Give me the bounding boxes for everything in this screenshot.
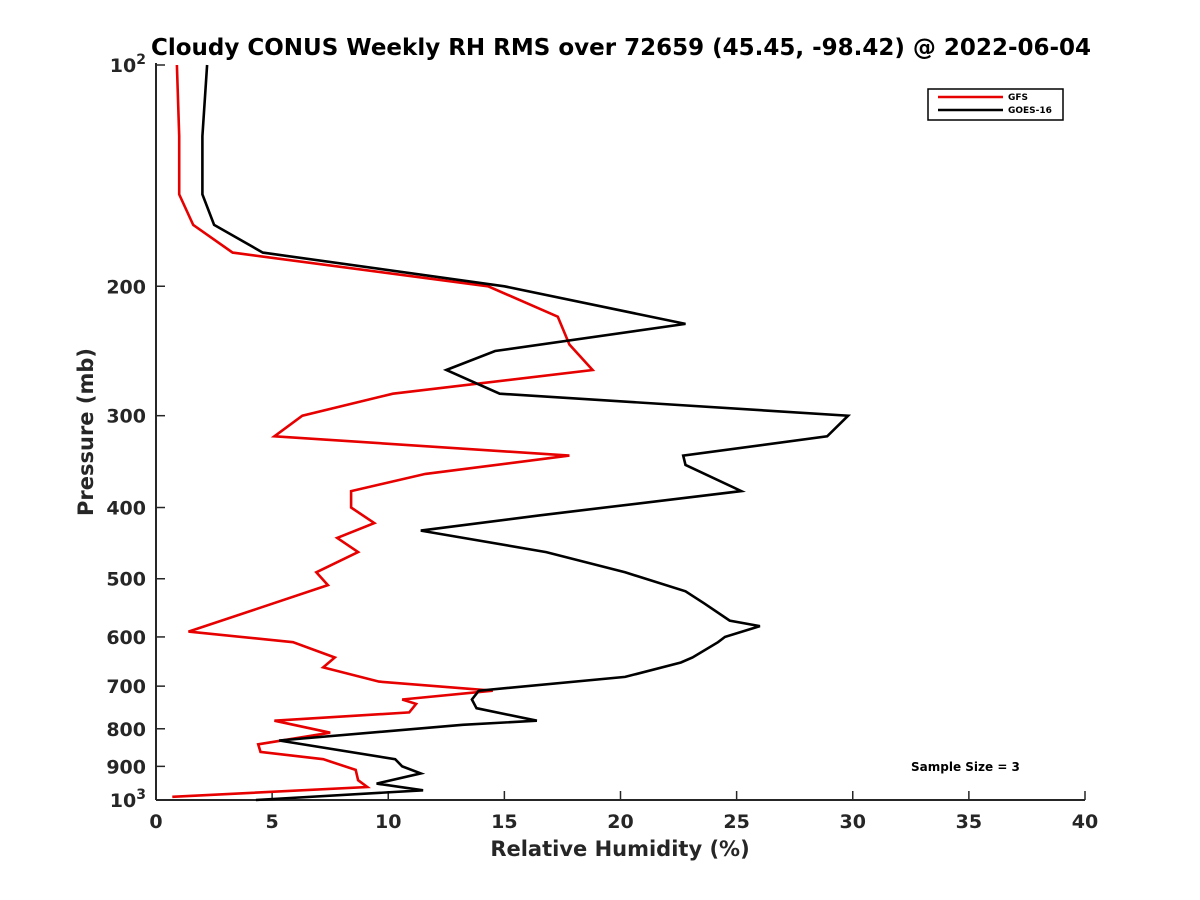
y-tick-label: 800: [106, 719, 146, 741]
y-tick-label: 400: [106, 498, 146, 520]
x-tick-label: 35: [956, 811, 982, 833]
y-tick-label: 102: [110, 52, 146, 77]
y-tick-label: 900: [106, 756, 146, 778]
x-tick-label: 0: [149, 811, 162, 833]
series-layer: [172, 64, 852, 802]
y-tick-label: 600: [106, 627, 146, 649]
x-tick-label: 20: [607, 811, 633, 833]
sample-size-annotation: Sample Size = 3: [911, 760, 1020, 774]
x-tick-label: 15: [491, 811, 517, 833]
legend-label-gfs: GFS: [1008, 93, 1028, 103]
y-tick-label: 200: [106, 276, 146, 298]
x-ticks: 0 5 10 15 20 25 30 35 40: [149, 791, 1098, 833]
series-line-goes-16: [201, 64, 852, 802]
x-tick-label: 30: [840, 811, 866, 833]
legend-label-goes16: GOES-16: [1008, 106, 1052, 116]
chart-title: Cloudy CONUS Weekly RH RMS over 72659 (4…: [151, 35, 1091, 61]
x-tick-label: 5: [266, 811, 279, 833]
legend: GFS GOES-16: [927, 88, 1064, 121]
y-ticks: 102 200 300 400 500 600 700 800 900 103: [106, 52, 165, 812]
y-tick-label: 300: [106, 406, 146, 428]
x-tick-label: 25: [723, 811, 749, 833]
legend-box: [927, 88, 1064, 121]
y-tick-label: 103: [110, 787, 146, 812]
y-tick-label: 700: [106, 676, 146, 698]
x-tick-label: 40: [1072, 811, 1098, 833]
x-tick-label: 10: [375, 811, 401, 833]
y-axis-label: Pressure (mb): [74, 348, 98, 516]
y-tick-label: 500: [106, 569, 146, 591]
plot-area: [155, 63, 1085, 801]
x-axis-label: Relative Humidity (%): [490, 837, 749, 861]
